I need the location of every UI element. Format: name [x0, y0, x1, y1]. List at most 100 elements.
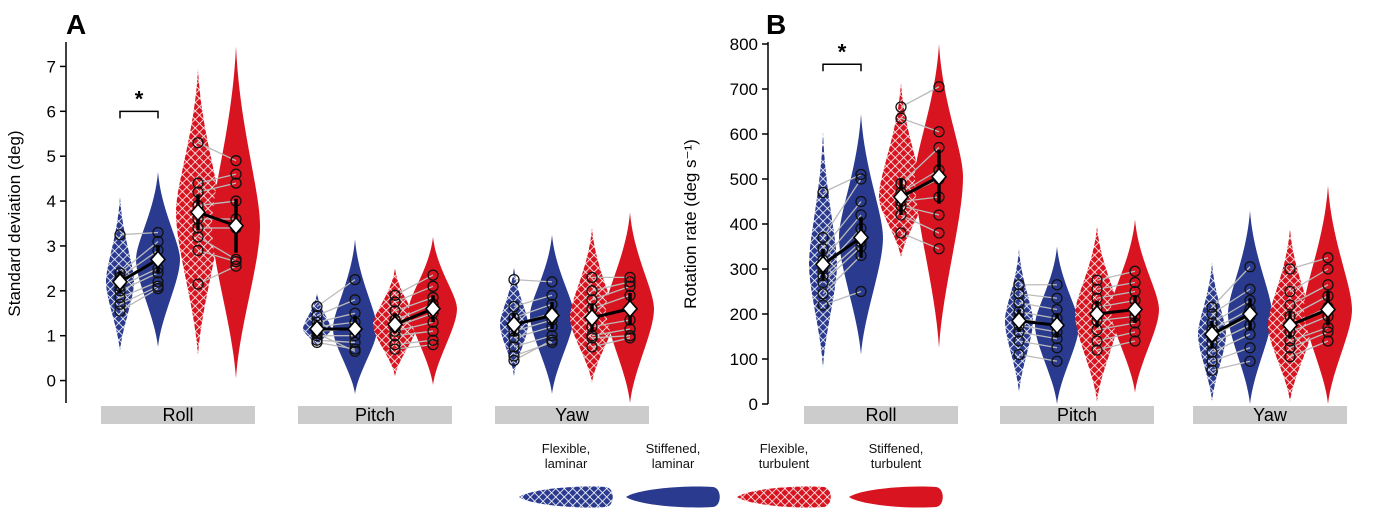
data-point — [895, 227, 907, 239]
y-tick-label: 700 — [730, 80, 758, 99]
data-point — [817, 299, 829, 311]
paired-line — [900, 117, 940, 133]
data-point — [855, 173, 867, 185]
y-tick-label: 100 — [730, 350, 758, 369]
data-point — [624, 330, 636, 342]
legend-item-stiffened-laminar: Stiffened, laminar — [627, 441, 719, 471]
category-bar-yaw — [495, 406, 649, 424]
category-bar-pitch — [1000, 406, 1154, 424]
y-tick-label: 2 — [47, 282, 56, 301]
data-point — [389, 289, 401, 301]
data-point — [230, 260, 242, 272]
data-point — [1284, 285, 1296, 298]
data-point — [933, 227, 945, 239]
paired-line — [1096, 322, 1136, 331]
data-point — [895, 112, 907, 124]
mean-line — [119, 258, 159, 284]
paired-line — [822, 201, 862, 250]
data-point — [1091, 274, 1103, 286]
data-point — [508, 354, 520, 367]
panel-a: A 0 1 2 3 4 5 6 7 Standard deviation (deg) Roll Pit… — [5, 9, 654, 425]
mean-marker — [621, 299, 639, 318]
mean-line — [1211, 312, 1251, 336]
panel-b: B 0 100 200 300 400 500 600 700 800 Rotation rate … — [681, 9, 1352, 425]
paired-line — [1289, 295, 1329, 317]
data-point — [389, 343, 401, 355]
paired-line — [394, 285, 434, 303]
data-point — [508, 350, 520, 362]
y-tick-label: 300 — [730, 260, 758, 279]
mean-marker — [1203, 325, 1221, 344]
data-point — [508, 273, 520, 286]
paired-line — [197, 142, 237, 162]
paired-line — [1096, 299, 1136, 308]
mean-marker — [814, 255, 832, 274]
data-point — [192, 177, 204, 189]
violin-roll-flexible-turbulent — [879, 82, 923, 258]
paired-line — [316, 339, 356, 344]
paired-line — [591, 319, 631, 328]
data-point — [1206, 355, 1218, 367]
paired-line — [1211, 333, 1251, 353]
paired-line — [1289, 315, 1329, 333]
mean-marker — [892, 187, 910, 207]
y-tick-label: 1 — [47, 327, 56, 346]
data-point — [1322, 326, 1334, 338]
data-point — [546, 289, 558, 301]
data-point — [152, 226, 164, 239]
paired-line — [900, 86, 940, 108]
data-point — [817, 186, 829, 199]
paired-line — [1096, 331, 1136, 342]
data-point — [389, 339, 401, 351]
data-point — [586, 341, 598, 353]
data-point — [817, 231, 829, 244]
data-point — [192, 244, 204, 257]
paired-line — [591, 281, 631, 292]
y-tick-label: 0 — [749, 395, 758, 414]
data-point — [1322, 279, 1334, 291]
mean-marker — [111, 272, 129, 292]
paired-line — [316, 299, 356, 317]
data-point — [586, 285, 598, 297]
paired-line — [513, 339, 553, 361]
mean-marker — [424, 299, 442, 318]
data-point — [1091, 283, 1103, 295]
data-point — [1244, 261, 1256, 273]
paired-line — [316, 279, 356, 308]
data-point — [1013, 348, 1025, 361]
y-tick-label: 400 — [730, 215, 758, 234]
paired-line — [822, 241, 862, 277]
paired-line — [513, 319, 553, 332]
paired-line — [1211, 288, 1251, 315]
data-point — [152, 280, 164, 292]
panel-label: A — [66, 9, 86, 40]
data-point — [546, 330, 558, 342]
mean-marker — [386, 315, 404, 334]
data-point — [586, 271, 598, 284]
data-point — [1206, 364, 1218, 376]
mean-marker — [1088, 304, 1106, 324]
data-point — [1244, 283, 1256, 295]
data-point — [624, 271, 636, 284]
data-point — [427, 280, 439, 292]
data-point — [1051, 355, 1063, 367]
y-tick-label: 5 — [47, 147, 56, 166]
paired-line — [1018, 302, 1058, 311]
data-point — [1091, 344, 1103, 356]
paired-line — [119, 240, 159, 274]
category-label-yaw: Yaw — [555, 405, 590, 425]
paired-line — [591, 328, 631, 337]
data-point — [1322, 252, 1334, 264]
legend-swatch-stiffened-laminar — [626, 486, 720, 508]
mean-marker — [930, 167, 948, 186]
paired-line — [591, 294, 631, 310]
mean-marker — [346, 319, 364, 339]
data-point — [933, 81, 945, 93]
paired-line — [822, 255, 862, 295]
mean-line — [1289, 308, 1329, 327]
paired-line — [394, 296, 434, 312]
data-point — [933, 243, 945, 255]
mean-marker — [543, 306, 561, 325]
mean-marker — [308, 319, 326, 339]
